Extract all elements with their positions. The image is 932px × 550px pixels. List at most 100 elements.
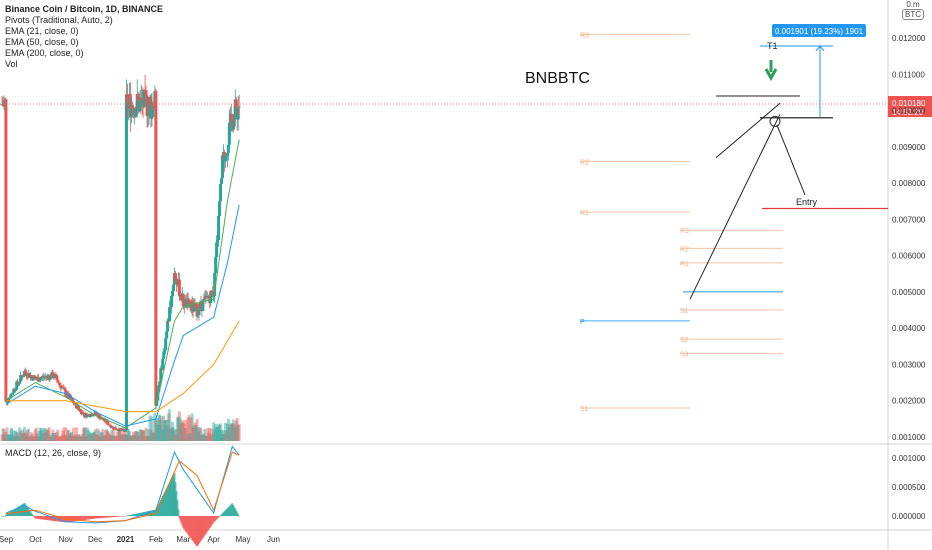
candle-body: [62, 387, 66, 389]
candle-body: [215, 242, 219, 258]
pivot-label: R2: [580, 159, 589, 166]
entry-circle: [769, 115, 781, 127]
volume-bar: [60, 434, 64, 441]
candle-body: [59, 385, 63, 389]
volume-bar: [151, 432, 155, 441]
candle-body: [227, 122, 231, 145]
candle-body: [99, 418, 103, 420]
volume-bar: [237, 424, 241, 441]
candle-body: [23, 371, 27, 376]
candle-body: [203, 296, 207, 299]
x-tick-label: May: [236, 535, 251, 544]
volume-bar: [231, 419, 235, 441]
legend-ema50: EMA (50, close, 0): [5, 37, 79, 47]
volume-bar: [52, 433, 56, 441]
candle-body: [173, 273, 177, 280]
volume-bar: [71, 435, 75, 441]
volume-bar: [228, 423, 232, 441]
candle-body: [29, 375, 33, 377]
ema-line-200: [5, 320, 240, 413]
volume-bar: [235, 418, 239, 441]
volume-bar: [41, 432, 45, 441]
candle-body: [187, 299, 191, 307]
volume-bar: [225, 424, 229, 441]
pivot-label: S3: [680, 352, 689, 359]
volume-bar: [54, 435, 58, 441]
volume-bar: [34, 427, 38, 441]
candle-body: [77, 408, 81, 411]
x-tick-label: Dec: [88, 535, 102, 544]
volume-bar: [199, 428, 203, 441]
volume-bar: [234, 420, 238, 441]
candle-body: [54, 374, 58, 376]
candle-body: [147, 104, 151, 116]
volume-bar: [137, 435, 141, 441]
volume-bar: [190, 413, 194, 441]
volume-bar: [177, 411, 181, 441]
candle-body: [202, 298, 206, 301]
volume-bar: [230, 423, 234, 441]
volume-bar: [115, 435, 119, 441]
volume-bar: [203, 428, 207, 441]
volume-bar: [80, 433, 84, 441]
candle-body: [42, 377, 46, 379]
candle-body: [6, 401, 10, 403]
candle-body: [110, 427, 114, 429]
y-tick-label: 0.008000: [892, 179, 926, 188]
candle-body: [124, 94, 128, 431]
volume-bar: [66, 429, 70, 441]
candle-body: [150, 106, 154, 119]
volume-bar: [25, 430, 29, 441]
candle-body: [119, 428, 123, 430]
candle-body: [220, 178, 224, 185]
candle-body: [46, 375, 50, 377]
candle-body: [22, 375, 26, 378]
volume-bar: [172, 427, 175, 441]
volume-bar: [89, 433, 93, 441]
candle-body: [154, 90, 158, 406]
down-arrow-icon: [764, 60, 778, 82]
candle-body: [130, 104, 134, 109]
candle-body: [118, 428, 122, 432]
pivot-label: R2: [680, 246, 689, 253]
volume-bar: [86, 429, 90, 441]
candle-body: [41, 376, 45, 378]
volume-bar: [176, 416, 180, 441]
volume-bar: [219, 423, 223, 441]
candle-body: [229, 113, 233, 121]
candle-body: [219, 184, 223, 202]
volume-bar: [51, 429, 55, 441]
y-tick-label: 0.005000: [892, 288, 926, 297]
entry-label: Entry: [796, 197, 818, 207]
volume-bar: [6, 435, 10, 441]
volume-bar: [209, 435, 213, 441]
volume-bar: [141, 429, 145, 441]
candle-body: [226, 144, 230, 154]
volume-bar: [13, 436, 17, 441]
candle-body: [135, 93, 139, 110]
volume-bar: [147, 436, 151, 441]
candle-body: [185, 298, 189, 308]
volume-bar: [53, 432, 57, 441]
axis-unit[interactable]: 0.m BTC: [902, 0, 924, 20]
candle-body: [71, 398, 75, 401]
candle-body: [37, 380, 41, 382]
candle-body: [108, 424, 112, 426]
candle-body: [152, 107, 156, 109]
volume-bar: [29, 432, 33, 441]
candle-body: [33, 377, 37, 380]
volume-bar: [49, 436, 53, 441]
volume-bar: [198, 427, 202, 441]
volume-bar: [25, 434, 28, 441]
candle-body: [55, 375, 59, 380]
volume-bar: [161, 429, 165, 441]
volume-bar: [38, 427, 42, 441]
volume-bar: [192, 425, 196, 441]
volume-bar: [88, 431, 92, 441]
volume-bar: [134, 430, 138, 441]
pivot-label: P: [580, 319, 585, 326]
candle-body: [140, 97, 144, 102]
volume-bar: [167, 413, 171, 441]
candle-body: [63, 387, 67, 390]
